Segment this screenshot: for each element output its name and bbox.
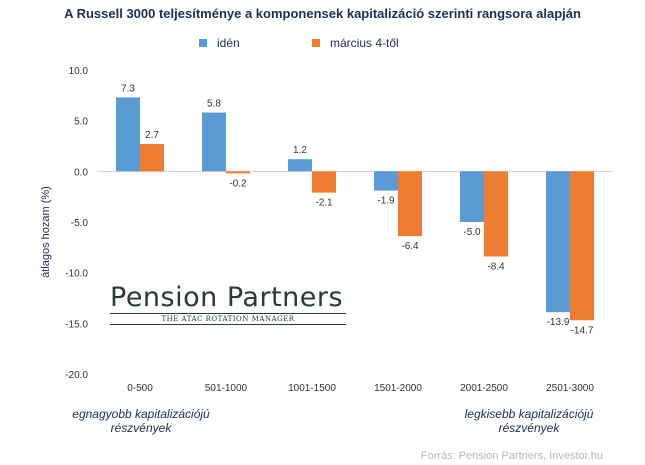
data-label: -14.7 [571,325,594,336]
bars: 7.3 2.7 5.8 -0.2 1.2 -2.1 -1.9 -6.4 -5.0 -8.4 -13.… [116,83,594,336]
bar [570,171,594,321]
x-tick-label: 2501-3000 [546,383,594,394]
y-tick-label: -20.0 [65,370,88,381]
legend-label: március 4-től [330,36,399,50]
y-axis-label: átlagos hozam (%) [40,186,52,278]
x-tick-label: 0-500 [127,383,153,394]
bar [226,171,250,174]
annotation-line: legkisebb kapitalizációjú [464,407,594,421]
legend-swatch [199,39,207,47]
x-tick-label: 2001-2500 [460,383,508,394]
data-label: -1.9 [377,196,395,207]
annotation-line: részvények [110,421,172,435]
x-tick-label: 1001-1500 [288,383,336,394]
data-label: -6.4 [401,241,419,252]
bar [202,112,226,172]
logo-tagline: THE ATAC ROTATION MANAGER [110,313,346,325]
data-label: 1.2 [293,145,307,156]
annotation-line: egnagyobb kapitalizációjú [72,407,210,421]
bar [546,171,570,313]
source-note: Forrás: Pension Partners, Investor.hu [420,450,603,462]
data-label: 7.3 [121,83,135,94]
legend-label: idén [217,36,240,50]
bar [288,159,312,172]
data-label: -8.4 [487,261,505,272]
bar [140,143,164,172]
data-label: -0.2 [229,178,247,189]
data-label: -13.9 [547,317,570,328]
y-tick-label: -15.0 [65,319,88,330]
bar [484,171,508,257]
annotation-smallest-cap: legkisebb kapitalizációjú részvények [444,407,614,435]
y-tick-label: 0.0 [74,167,88,178]
legend: idén március 4-től [199,36,399,50]
pension-partners-logo: Pension Partners THE ATAC ROTATION MANAG… [110,284,346,325]
x-axis: 0-500 501-1000 1001-1500 1501-2000 2001-2500… [127,383,594,394]
y-axis: 10.0 5.0 0.0 -5.0 -10.0 -15.0 -20.0 átlagos hoz… [40,66,613,381]
data-label: -5.0 [463,227,481,238]
x-tick-label: 501-1000 [205,383,248,394]
y-tick-label: 5.0 [74,117,88,128]
bar [398,171,422,237]
y-tick-label: -5.0 [71,218,89,229]
y-tick-label: -10.0 [65,269,88,280]
bar [374,171,398,191]
data-label: 5.8 [207,99,221,110]
data-label: 2.7 [145,130,159,141]
legend-swatch [312,39,320,47]
data-label: -2.1 [315,198,333,209]
chart-title: A Russell 3000 teljesítménye a komponens… [64,6,581,21]
logo-wordmark: Pension Partners [110,282,344,313]
annotation-largest-cap: egnagyobb kapitalizációjú részvények [56,407,226,435]
bar [460,171,484,222]
bar [312,171,336,193]
y-tick-label: 10.0 [69,66,89,77]
bar [116,97,140,172]
x-tick-label: 1501-2000 [374,383,422,394]
annotation-line: részvények [498,421,560,435]
